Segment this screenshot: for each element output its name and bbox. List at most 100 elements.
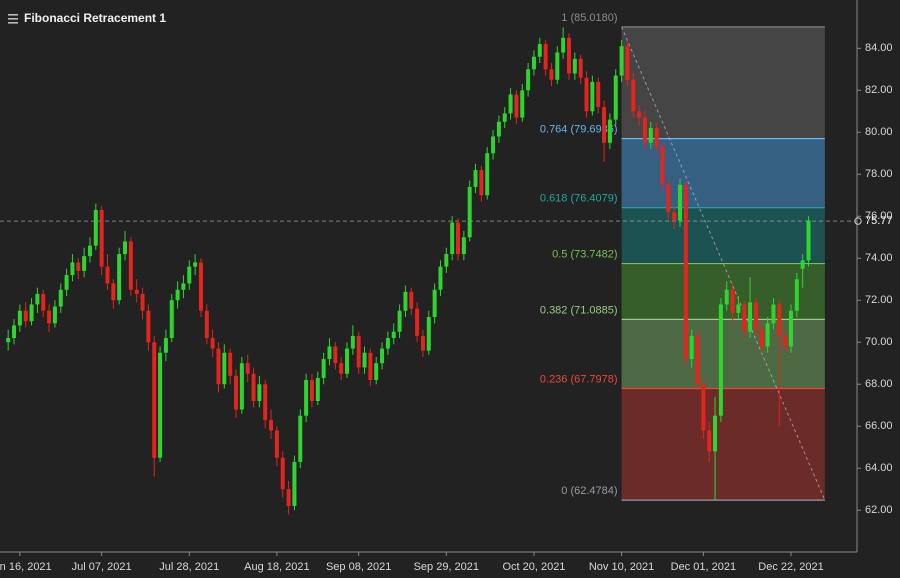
candle-body — [666, 184, 671, 213]
candle-body — [689, 335, 694, 360]
fib-zone — [621, 263, 825, 320]
candle-body — [596, 81, 601, 108]
candle-body — [654, 128, 659, 147]
candle-body — [584, 77, 589, 112]
fib-zone — [621, 138, 825, 208]
candle-body — [496, 121, 501, 137]
x-tick-label: Nov 10, 2021 — [589, 561, 654, 573]
candle-body — [309, 380, 314, 402]
candle-body — [117, 254, 122, 301]
candle-body — [631, 79, 636, 112]
x-tick-label: Sep 08, 2021 — [326, 561, 391, 573]
candle-body — [765, 323, 770, 347]
y-tick-label: 64.00 — [865, 462, 893, 474]
candle-body — [660, 146, 665, 185]
candle-body — [198, 262, 203, 311]
candle-body — [590, 81, 595, 112]
candle-body — [543, 44, 548, 70]
candle-body — [502, 113, 507, 122]
candle-body — [321, 359, 326, 378]
candle-body — [450, 222, 455, 255]
candle-body — [23, 310, 28, 322]
candle-body — [409, 291, 414, 309]
fib-trend-line — [621, 26, 826, 501]
candle-body — [701, 384, 706, 431]
candle-body — [111, 283, 116, 301]
candle-body — [473, 170, 478, 187]
candle-body — [362, 352, 367, 368]
candle-body — [753, 302, 758, 330]
candle-body — [82, 256, 87, 271]
candle-body — [520, 90, 525, 118]
candle-body — [245, 363, 250, 374]
candle-body — [345, 348, 350, 374]
candle-body — [613, 75, 618, 120]
candle-body — [713, 415, 718, 452]
candle-body — [251, 373, 256, 402]
candle-body — [269, 419, 274, 431]
candle-body — [672, 212, 677, 221]
candle-body — [216, 348, 221, 385]
candle-body — [234, 375, 239, 410]
fib-zone — [621, 207, 825, 264]
candle-body — [52, 306, 57, 324]
candle-body — [17, 310, 22, 326]
candle-body — [526, 69, 531, 91]
candle-body — [619, 46, 624, 76]
candle-body — [420, 335, 425, 351]
candle-body — [736, 304, 741, 313]
candle-body — [257, 384, 262, 402]
candle-body — [397, 310, 402, 332]
candle-body — [356, 335, 361, 368]
candle-body — [105, 266, 110, 284]
candle-body — [87, 245, 92, 257]
candle-body — [578, 58, 583, 78]
candle-body — [788, 310, 793, 347]
candle-body — [724, 289, 729, 305]
candle-body — [304, 380, 309, 416]
candle-body — [637, 111, 642, 118]
chart-title: Fibonacci Retracement 1 — [24, 11, 166, 25]
x-tick-label: Jun 16, 2021 — [0, 561, 52, 573]
candle-body — [391, 331, 396, 339]
candle-body — [210, 338, 215, 349]
x-tick-label: Jul 07, 2021 — [72, 561, 132, 573]
y-tick-label: 84.00 — [865, 42, 893, 54]
fib-level-label: 0 (62.4784) — [561, 485, 617, 497]
candle-body — [93, 209, 98, 246]
candle-body — [140, 293, 145, 311]
fib-zone — [621, 388, 825, 501]
candle-body — [70, 262, 75, 276]
candle-body — [403, 291, 408, 311]
x-tick-label: Aug 18, 2021 — [244, 561, 309, 573]
candle-body — [648, 128, 653, 143]
candle-body — [438, 266, 443, 290]
y-tick-label: 72.00 — [865, 294, 893, 306]
candle-body — [426, 317, 431, 351]
last-price-label: 75.77 — [865, 215, 893, 227]
candle-body — [415, 308, 420, 336]
candle-body — [163, 338, 168, 353]
fib-level-label: 0.5 (73.7482) — [552, 248, 617, 260]
y-tick-label: 68.00 — [865, 378, 893, 390]
y-tick-label: 76.00 — [865, 210, 893, 222]
candle-body — [491, 136, 496, 154]
candle-body — [298, 415, 303, 462]
candle-body — [292, 461, 297, 507]
candle-body — [707, 430, 712, 452]
candle-body — [134, 289, 139, 294]
y-tick-label: 66.00 — [865, 420, 893, 432]
candle-body — [158, 352, 163, 458]
candle-body — [537, 44, 542, 57]
last-price-icon — [854, 217, 862, 225]
candle-body — [748, 302, 753, 332]
candle-body — [175, 289, 180, 301]
candle-body — [572, 58, 577, 74]
candle-body — [742, 304, 747, 332]
menu-icon[interactable] — [8, 14, 18, 24]
candle-body — [380, 348, 385, 364]
candle-body — [204, 310, 209, 339]
candle-body — [169, 300, 174, 339]
